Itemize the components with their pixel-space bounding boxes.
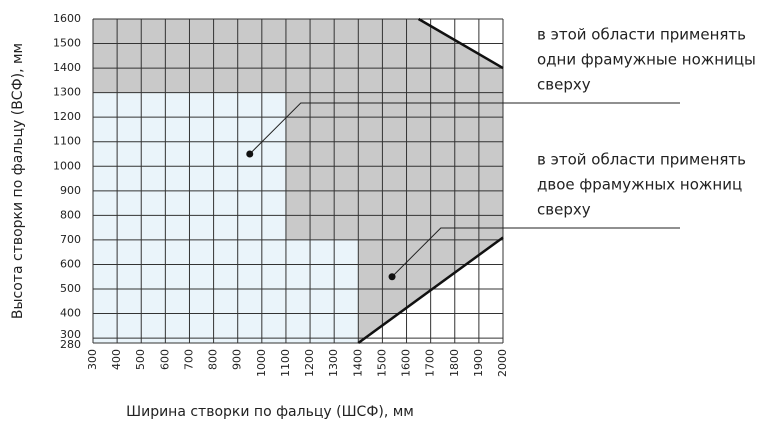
y-tick-label: 700 — [60, 233, 81, 246]
annotation-point — [246, 150, 254, 158]
leader-line — [249, 102, 680, 155]
boundary-line — [357, 236, 504, 345]
x-tick-label: 1600 — [400, 349, 413, 377]
region — [93, 92, 359, 344]
y-tick-label: 600 — [60, 257, 81, 270]
x-tick-label: 1900 — [472, 349, 485, 377]
region — [93, 19, 503, 343]
annotation-point — [388, 273, 396, 281]
y-tick-label: 900 — [60, 184, 81, 197]
y-tick-label: 1400 — [53, 61, 81, 74]
y-tick-label: 1600 — [53, 12, 81, 25]
x-tick-label: 1500 — [375, 349, 388, 377]
annotation-text: сверху — [537, 201, 591, 219]
x-tick-label: 1200 — [303, 349, 316, 377]
boundary-line — [417, 17, 504, 70]
y-tick-label: 800 — [60, 208, 81, 221]
y-tick-label: 1300 — [53, 86, 81, 99]
y-tick-label: 500 — [60, 282, 81, 295]
x-axis-label: Ширина створки по фальцу (ШСФ), мм — [126, 404, 414, 420]
annotation-text: двое фрамужных ножниц — [537, 176, 742, 194]
y-axis-label: Высота створки по фальцу (ВСФ), мм — [10, 43, 26, 319]
annotation-text: в этой области применять — [537, 151, 746, 169]
x-tick-label: 700 — [182, 349, 195, 370]
x-tick-label: 400 — [110, 349, 123, 370]
x-tick-label: 300 — [86, 349, 99, 370]
annotation-text: сверху — [537, 76, 591, 94]
x-tick-label: 500 — [134, 349, 147, 370]
y-tick-label: 400 — [60, 307, 81, 320]
y-tick-label: 280 — [60, 338, 81, 351]
x-tick-label: 1100 — [279, 349, 292, 377]
y-tick-label: 1500 — [53, 37, 81, 50]
y-tick-label: 1200 — [53, 110, 81, 123]
x-tick-label: 1000 — [255, 349, 268, 377]
x-tick-label: 2000 — [496, 349, 509, 377]
annotation-text: одни фрамужные ножницы — [537, 51, 756, 69]
y-tick-label: 300 — [60, 328, 81, 341]
x-tick-label: 1800 — [448, 349, 461, 377]
x-tick-label: 800 — [207, 349, 220, 370]
x-tick-label: 1300 — [327, 349, 340, 377]
annotation-text: в этой области применять — [537, 26, 746, 44]
y-tick-label: 1000 — [53, 159, 81, 172]
y-tick-label: 1100 — [53, 135, 81, 148]
x-tick-label: 900 — [231, 349, 244, 370]
x-tick-label: 600 — [158, 349, 171, 370]
leader-line — [391, 227, 680, 278]
x-tick-label: 1700 — [424, 349, 437, 377]
x-tick-label: 1400 — [351, 349, 364, 377]
